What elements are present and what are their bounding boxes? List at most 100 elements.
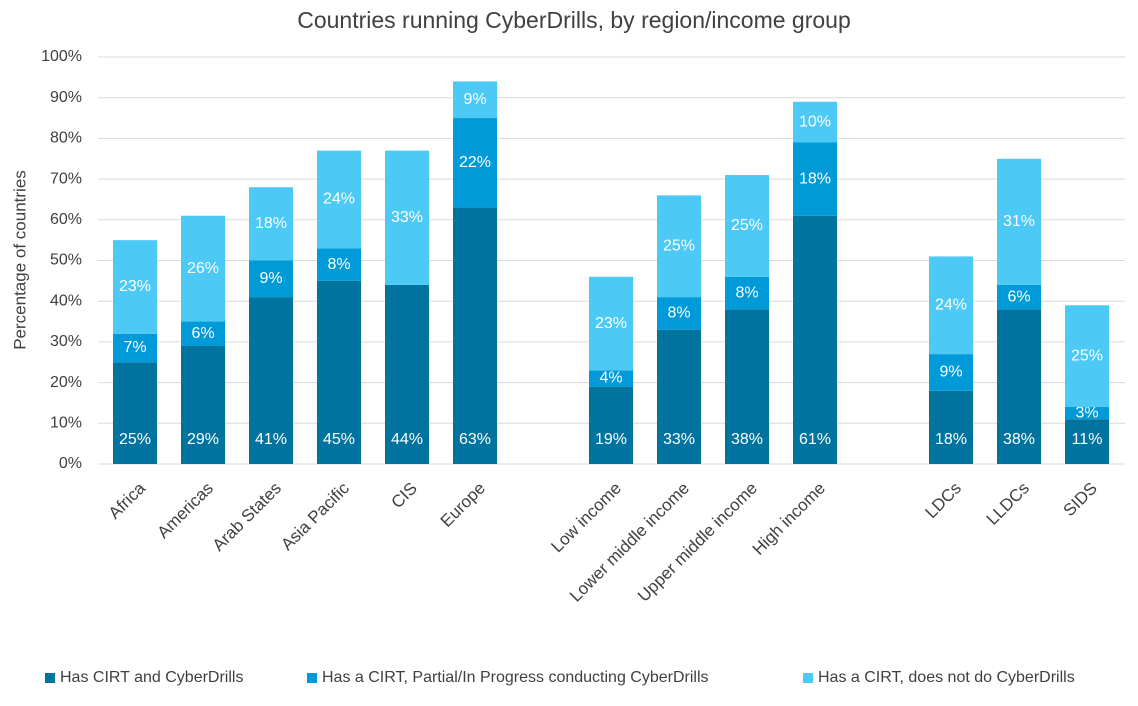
value-label: 8% — [735, 284, 758, 301]
bar-segment — [997, 309, 1041, 464]
legend-swatch — [803, 673, 813, 683]
x-tick-label: Lower middle income — [566, 479, 693, 606]
value-label: 4% — [599, 370, 622, 387]
value-label: 23% — [119, 278, 151, 295]
x-tick-label: High income — [749, 479, 829, 559]
value-label: 44% — [391, 431, 423, 448]
value-label: 38% — [731, 431, 763, 448]
bar-segment — [453, 81, 497, 119]
y-tick-label: 100% — [41, 48, 82, 65]
y-tick-label: 90% — [50, 89, 82, 106]
bar-segment — [793, 142, 837, 216]
x-tick-label: CIS — [388, 479, 421, 512]
value-label: 6% — [191, 325, 214, 342]
bar-segment — [453, 118, 497, 208]
x-tick-label: Africa — [105, 478, 150, 523]
bar-segment — [657, 297, 701, 330]
value-label: 10% — [799, 113, 831, 130]
bar-segment — [453, 207, 497, 464]
value-label: 11% — [1072, 431, 1103, 448]
value-label: 18% — [799, 170, 831, 187]
bar-segment — [1065, 407, 1109, 420]
y-tick-label: 70% — [50, 170, 82, 187]
legend-label: Has CIRT and CyberDrills — [60, 669, 243, 686]
y-tick-label: 30% — [50, 333, 82, 350]
value-label: 38% — [1003, 431, 1035, 448]
bar-segment — [725, 276, 769, 310]
y-axis-title: Percentage of countries — [10, 170, 29, 350]
x-tick-label: Upper middle income — [634, 479, 761, 606]
bar-segment — [113, 362, 157, 464]
bar-segment — [181, 215, 225, 322]
x-tick-label: Arab States — [209, 479, 285, 555]
bar-segment — [317, 248, 361, 281]
value-label: 25% — [119, 431, 151, 448]
bar-segment — [385, 284, 429, 464]
bar-segment — [793, 101, 837, 143]
x-tick-label: Europe — [437, 479, 489, 531]
value-label: 33% — [663, 431, 695, 448]
bar-segment — [929, 390, 973, 464]
bar-segment — [657, 195, 701, 298]
value-label: 25% — [1071, 347, 1103, 364]
chart-title: Countries running CyberDrills, by region… — [297, 7, 851, 33]
value-label: 26% — [187, 260, 219, 277]
value-label: 7% — [123, 339, 146, 356]
value-label: 19% — [595, 431, 627, 448]
y-tick-label: 40% — [50, 292, 82, 309]
x-tick-label: LDCs — [922, 479, 965, 522]
bar-segment — [657, 329, 701, 464]
value-label: 23% — [595, 315, 627, 332]
y-tick-label: 20% — [50, 374, 82, 391]
bar-segment — [181, 345, 225, 464]
bar-segment — [1065, 419, 1109, 464]
y-tick-label: 0% — [59, 455, 82, 472]
value-label: 18% — [935, 431, 967, 448]
value-label: 41% — [255, 431, 287, 448]
y-tick-label: 10% — [50, 415, 82, 432]
bar-segment — [589, 386, 633, 464]
bar-segment — [725, 175, 769, 277]
bar-segment — [181, 321, 225, 346]
bar-segment — [997, 284, 1041, 310]
y-tick-label: 60% — [50, 211, 82, 228]
legend-swatch — [45, 673, 55, 683]
bar-segment — [997, 158, 1041, 285]
value-label: 61% — [799, 431, 831, 448]
legend-label: Has a CIRT, Partial/In Progress conducti… — [322, 669, 709, 686]
bar-segment — [249, 187, 293, 261]
value-label: 63% — [459, 431, 491, 448]
value-label: 18% — [255, 215, 287, 232]
value-label: 24% — [323, 191, 355, 208]
bar-segment — [113, 240, 157, 334]
bar-segment — [317, 280, 361, 464]
value-label: 25% — [731, 217, 763, 234]
bar-segment — [249, 297, 293, 464]
value-label: 6% — [1007, 288, 1030, 305]
legend-label: Has a CIRT, does not do CyberDrills — [818, 669, 1075, 686]
value-label: 33% — [391, 209, 423, 226]
value-label: 45% — [323, 431, 355, 448]
value-label: 9% — [463, 91, 486, 108]
bar-segment — [929, 256, 973, 355]
bar-segment — [317, 150, 361, 249]
bar-segment — [113, 333, 157, 363]
bar-segment — [929, 354, 973, 391]
legend-swatch — [307, 673, 317, 683]
value-label: 9% — [259, 270, 282, 287]
y-tick-label: 50% — [50, 252, 82, 269]
value-label: 9% — [939, 364, 962, 381]
value-label: 3% — [1075, 404, 1098, 421]
value-label: 8% — [667, 305, 690, 322]
x-tick-label: Asia Pacific — [277, 478, 353, 554]
x-tick-label: Americas — [153, 479, 217, 543]
bar-segment — [589, 276, 633, 371]
x-tick-label: LLDCs — [983, 479, 1033, 529]
value-label: 31% — [1003, 213, 1035, 230]
bar-segment — [1065, 305, 1109, 408]
bar-segment — [385, 150, 429, 285]
x-tick-label: SIDS — [1060, 479, 1101, 520]
bar-segment — [793, 215, 837, 464]
value-label: 22% — [459, 154, 491, 171]
